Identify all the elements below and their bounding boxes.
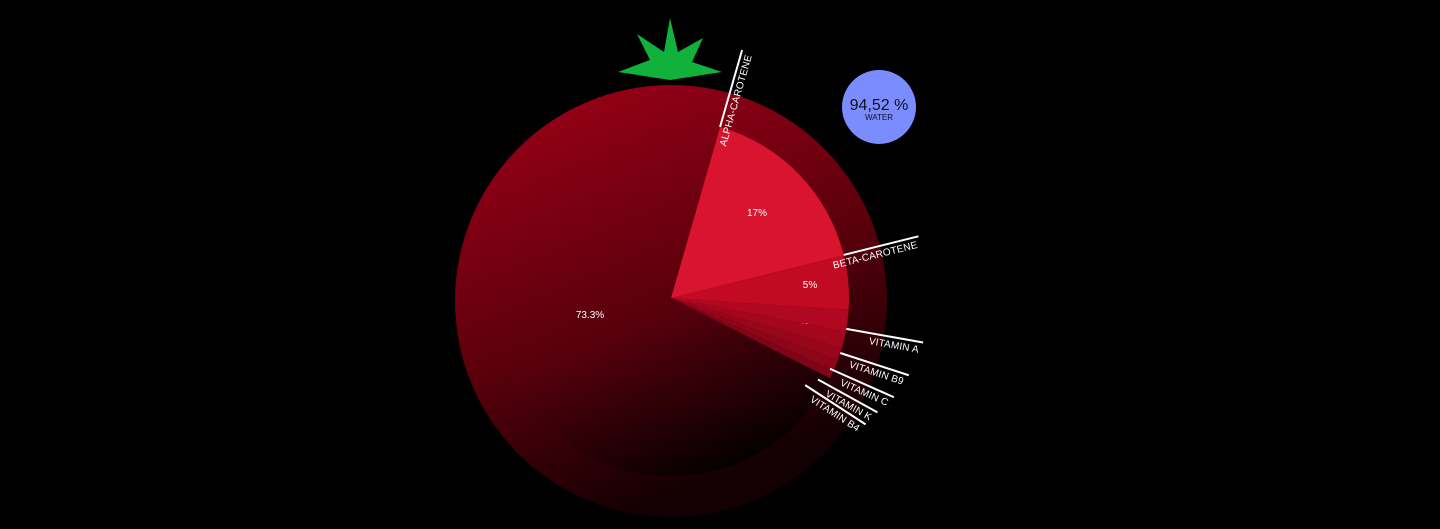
label-leader-line <box>719 49 744 128</box>
pie-slice-vitamin-b4 <box>671 298 834 379</box>
water-badge: 94,52 % WATER <box>842 70 916 144</box>
tomato-leaf <box>618 18 722 80</box>
pie-slice-vitamin-a <box>671 298 849 332</box>
pie-slice-vitamin-b9 <box>671 298 846 348</box>
water-circle <box>842 70 916 144</box>
slice-value-label: 17% <box>747 208 767 219</box>
label-leader-line <box>843 235 919 256</box>
pie-slice-main <box>493 120 830 477</box>
slice-value-label: 73.3% <box>576 310 604 321</box>
pie-slice-alpha-carotene <box>671 126 844 298</box>
label-leader-line <box>817 378 878 414</box>
pie-slice-vitamin-k <box>671 298 838 371</box>
pie-slice-vitamin-c <box>671 298 842 361</box>
pie-slice-beta-carotene <box>671 255 849 310</box>
label-leader-line <box>839 352 910 377</box>
slice-value-label: 5% <box>803 280 818 291</box>
label-leader-line <box>846 327 924 344</box>
label-leader-line <box>804 384 867 426</box>
water-label: WATER <box>865 113 893 122</box>
water-value: 94,52 % <box>850 97 909 114</box>
label-leader-line <box>829 367 895 399</box>
